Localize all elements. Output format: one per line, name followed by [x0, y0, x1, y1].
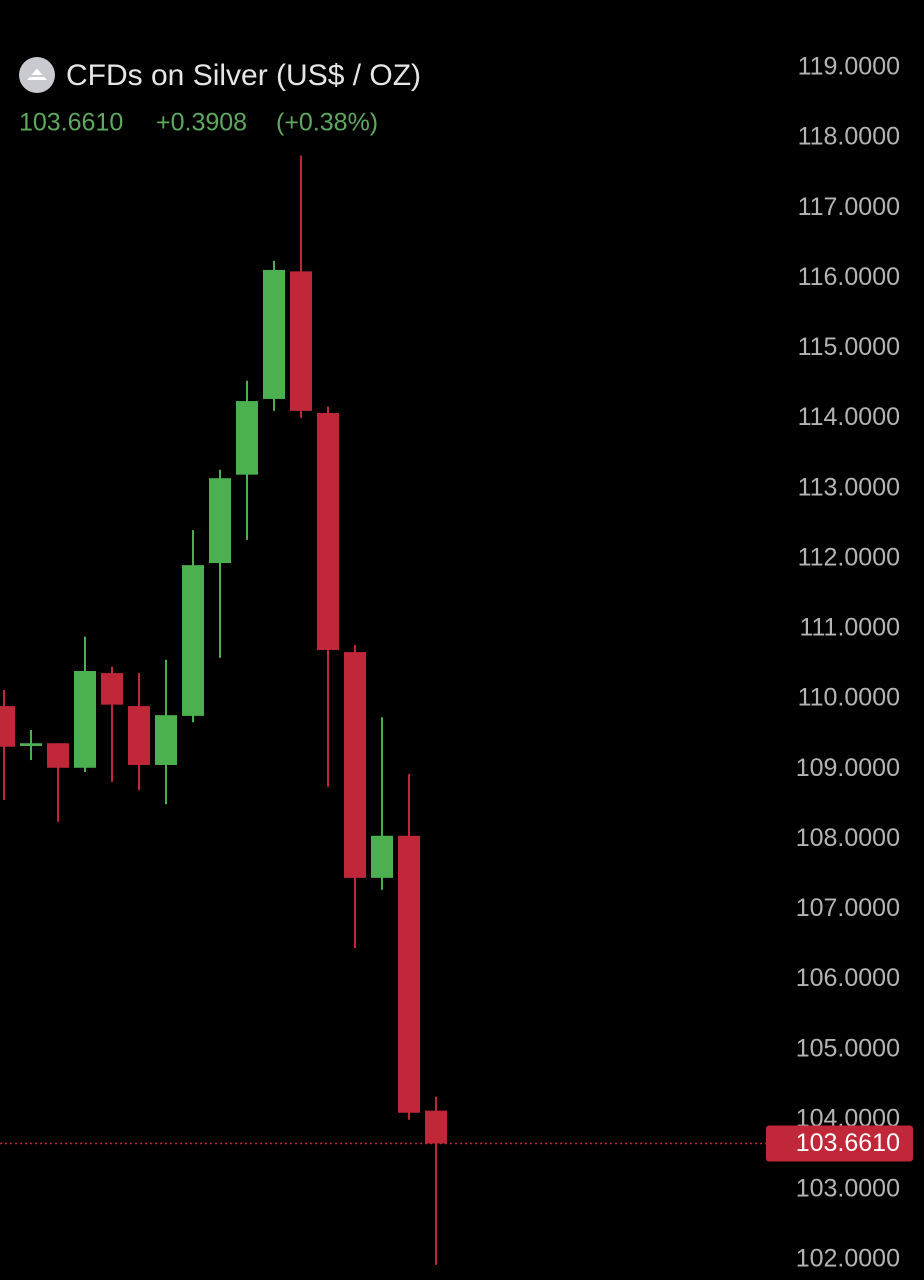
- y-tick-label: 115.0000: [798, 333, 900, 361]
- candles: [0, 155, 447, 1265]
- last-price-label: 103.6610: [796, 1129, 900, 1157]
- last-price: 103.6610: [0, 1125, 913, 1162]
- candle-body: [236, 401, 258, 475]
- y-tick-label: 113.0000: [798, 473, 900, 501]
- candle-body: [263, 269, 285, 399]
- candle-body: [101, 673, 123, 705]
- y-tick-label: 105.0000: [796, 1034, 900, 1062]
- y-tick-label: 118.0000: [798, 123, 900, 151]
- y-tick-label: 116.0000: [798, 263, 900, 291]
- y-tick-label: 111.0000: [799, 614, 900, 642]
- candle-body: [290, 271, 312, 411]
- candle-body: [155, 715, 177, 765]
- y-tick-label: 103.0000: [796, 1174, 900, 1202]
- y-tick-label: 112.0000: [798, 543, 900, 571]
- header-change: +0.3908: [156, 109, 247, 137]
- y-tick-label: 107.0000: [796, 894, 900, 922]
- y-tick-label: 109.0000: [796, 754, 900, 782]
- y-tick-label: 102.0000: [796, 1245, 900, 1273]
- last-price-tag: [766, 1125, 913, 1162]
- symbol-icon-glyph: [22, 65, 52, 82]
- y-tick-label: 108.0000: [796, 824, 900, 852]
- candle-body: [398, 835, 420, 1113]
- candle-body: [47, 743, 69, 768]
- candle-body: [128, 706, 150, 765]
- candle-body: [344, 652, 366, 878]
- header-price: 103.6610: [19, 109, 123, 137]
- chart-title: CFDs on Silver (US$ / OZ): [66, 59, 421, 92]
- candle-body: [425, 1110, 447, 1144]
- y-tick-label: 117.0000: [798, 193, 900, 221]
- y-tick-label: 110.0000: [798, 684, 900, 712]
- y-tick-label: 106.0000: [796, 964, 900, 992]
- candle-body: [317, 412, 339, 650]
- y-tick-label: 119.0000: [798, 53, 900, 81]
- candle-body: [209, 478, 231, 564]
- candle-body: [74, 671, 96, 768]
- candle-body: [0, 706, 15, 747]
- header-change-percent: (+0.38%): [276, 109, 378, 137]
- candle-body: [371, 835, 393, 878]
- candle-body: [20, 743, 42, 747]
- y-tick-label: 114.0000: [798, 403, 900, 431]
- candle-body: [182, 565, 204, 716]
- y-axis: 119.0000 118.0000 117.0000 116.0000 115.0000…: [796, 53, 900, 1273]
